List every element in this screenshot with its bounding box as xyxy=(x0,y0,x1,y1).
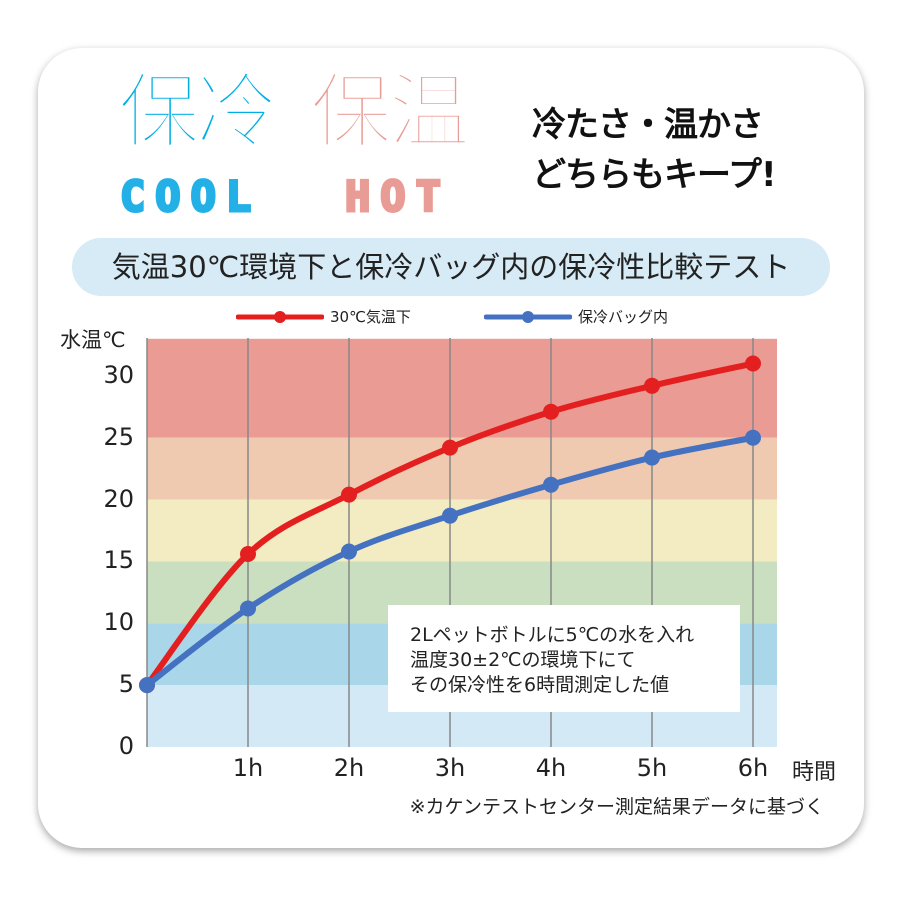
annotation-line: その保冷性を6時間測定した値 xyxy=(410,674,670,696)
chart-title: 気温30℃環境下と保冷バッグ内の保冷性比較テスト xyxy=(72,238,830,296)
logo-cool-kanji: 保冷 xyxy=(117,65,279,160)
annotation-box: 2Lペットボトルに5℃の水を入れ 温度30±2℃の環境下にて その保冷性を6時間… xyxy=(388,605,740,712)
logo-cool-text: COOL xyxy=(118,172,262,221)
x-tick-label: 2h xyxy=(333,754,365,782)
data-point-0 xyxy=(240,546,256,563)
data-point-1 xyxy=(543,476,559,493)
data-point-0 xyxy=(745,355,761,372)
data-point-1 xyxy=(442,507,458,524)
x-tick-label: 4h xyxy=(535,754,567,782)
temperature-band xyxy=(147,437,777,500)
legend-red-marker xyxy=(236,310,324,323)
annotation-line: 2Lペットボトルに5℃の水を入れ xyxy=(410,624,695,646)
data-point-0 xyxy=(341,486,357,503)
legend-blue-label: 保冷バッグ内 xyxy=(578,308,669,326)
legend-item-red: 30℃気温下 xyxy=(236,306,411,327)
footnote: ※カケンテストセンター測定結果データに基づく xyxy=(409,796,824,818)
y-tick-label: 15 xyxy=(103,546,134,575)
logo-hot-text: HOT xyxy=(344,172,451,221)
y-tick-label: 10 xyxy=(103,608,134,637)
legend-item-blue: 保冷バッグ内 xyxy=(484,306,668,327)
data-point-1 xyxy=(644,449,660,466)
annotation-line: 温度30±2℃の環境下にて xyxy=(410,649,636,671)
y-tick-label: 30 xyxy=(103,360,134,389)
data-point-0 xyxy=(543,403,559,420)
data-point-1 xyxy=(240,600,256,617)
temperature-band xyxy=(147,338,777,438)
x-tick-label: 6h xyxy=(737,754,769,782)
data-point-0 xyxy=(644,377,660,394)
y-tick-label: 5 xyxy=(118,670,134,699)
data-point-0 xyxy=(442,439,458,456)
legend-red-label: 30℃気温下 xyxy=(330,308,411,326)
y-tick-label: 25 xyxy=(103,422,134,451)
slogan-line1: 冷たさ・温かさ xyxy=(532,105,764,145)
logo-hot-kanji: 保温 xyxy=(309,65,471,160)
data-point-1 xyxy=(341,543,357,560)
data-point-1 xyxy=(745,429,761,446)
y-axis-label: 水温℃ xyxy=(60,328,126,352)
x-tick-label: 1h xyxy=(232,754,264,782)
x-axis-label: 時間 xyxy=(792,760,837,785)
y-tick-label: 20 xyxy=(103,484,134,513)
y-tick-label: 0 xyxy=(118,732,134,760)
x-tick-label: 5h xyxy=(636,754,668,782)
x-tick-label: 3h xyxy=(434,754,466,782)
data-point-1 xyxy=(139,677,155,694)
legend-blue-marker xyxy=(484,310,572,323)
slogan-line2: どちらもキープ! xyxy=(532,155,776,195)
